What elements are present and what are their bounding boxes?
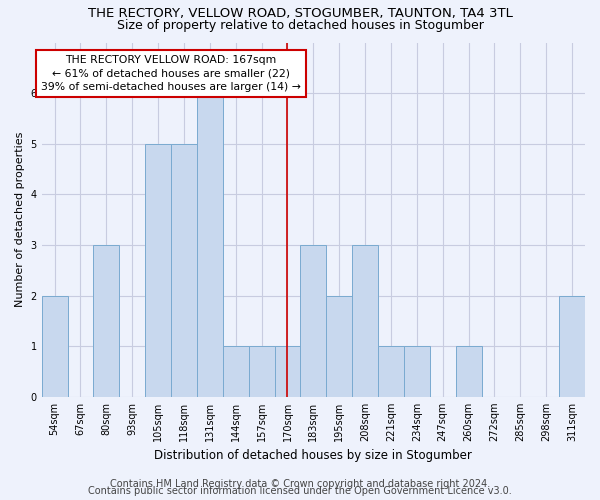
Text: Contains public sector information licensed under the Open Government Licence v3: Contains public sector information licen… xyxy=(88,486,512,496)
Bar xyxy=(197,93,223,397)
Bar xyxy=(455,346,482,397)
Bar xyxy=(41,296,68,397)
Bar xyxy=(559,296,585,397)
Text: THE RECTORY, VELLOW ROAD, STOGUMBER, TAUNTON, TA4 3TL: THE RECTORY, VELLOW ROAD, STOGUMBER, TAU… xyxy=(88,8,512,20)
Text: Size of property relative to detached houses in Stogumber: Size of property relative to detached ho… xyxy=(116,19,484,32)
Bar xyxy=(352,245,378,397)
Y-axis label: Number of detached properties: Number of detached properties xyxy=(15,132,25,308)
Bar xyxy=(171,144,197,397)
Bar xyxy=(248,346,275,397)
Bar xyxy=(145,144,171,397)
X-axis label: Distribution of detached houses by size in Stogumber: Distribution of detached houses by size … xyxy=(154,450,472,462)
Bar xyxy=(223,346,248,397)
Bar xyxy=(404,346,430,397)
Text: Contains HM Land Registry data © Crown copyright and database right 2024.: Contains HM Land Registry data © Crown c… xyxy=(110,479,490,489)
Text: THE RECTORY VELLOW ROAD: 167sqm
← 61% of detached houses are smaller (22)
39% of: THE RECTORY VELLOW ROAD: 167sqm ← 61% of… xyxy=(41,55,301,92)
Bar xyxy=(301,245,326,397)
Bar xyxy=(326,296,352,397)
Bar xyxy=(94,245,119,397)
Bar xyxy=(378,346,404,397)
Bar xyxy=(275,346,301,397)
